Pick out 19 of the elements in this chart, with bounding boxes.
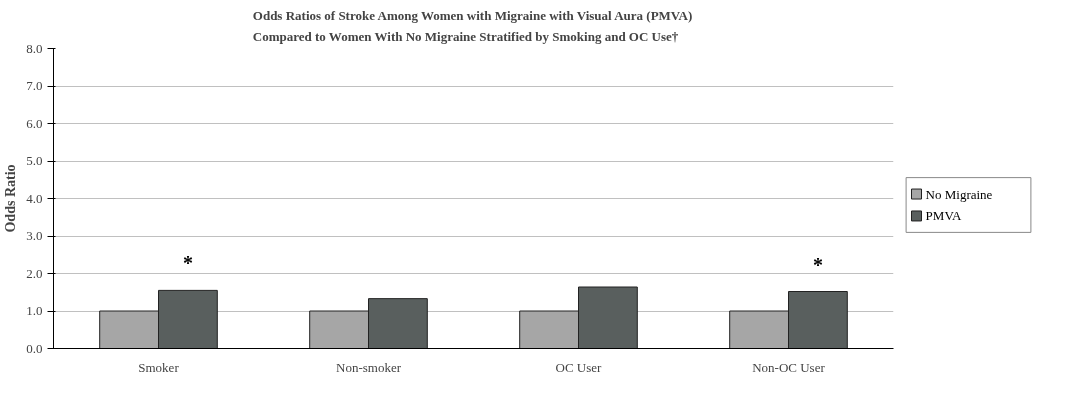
y-tick-label: 0.0 (26, 340, 43, 356)
legend-label: No Migraine (925, 186, 993, 202)
legend-label: PMVA (925, 208, 963, 224)
y-tick-label: 7.0 (26, 78, 43, 93)
chart-title: Odds Ratios of Stroke Among Women with Migraine with Visual Aura (PMVA) Compared to Women With No Migraine Stratified by Smoking and OC Use† (252, 7, 693, 44)
y-tick-label: 8.0 (26, 40, 43, 56)
x-tick-label: Smoker (138, 359, 180, 375)
annotation: * (812, 253, 823, 276)
y-tick-label: 5.0 (26, 153, 43, 168)
y-tick-label: 6.0 (26, 115, 43, 131)
x-tick-label: Non-smoker (336, 359, 402, 375)
y-tick-label: 2.0 (26, 265, 43, 281)
y-tick-label: 1.0 (26, 303, 43, 318)
x-tick-label: Non-OC User (752, 359, 826, 375)
y-tick-label: 3.0 (26, 228, 43, 243)
y-tick-label: 4.0 (26, 190, 43, 206)
y-axis-title: Odds Ratio (3, 164, 19, 233)
annotation: * (182, 252, 193, 275)
x-tick-label: OC User (555, 359, 603, 375)
